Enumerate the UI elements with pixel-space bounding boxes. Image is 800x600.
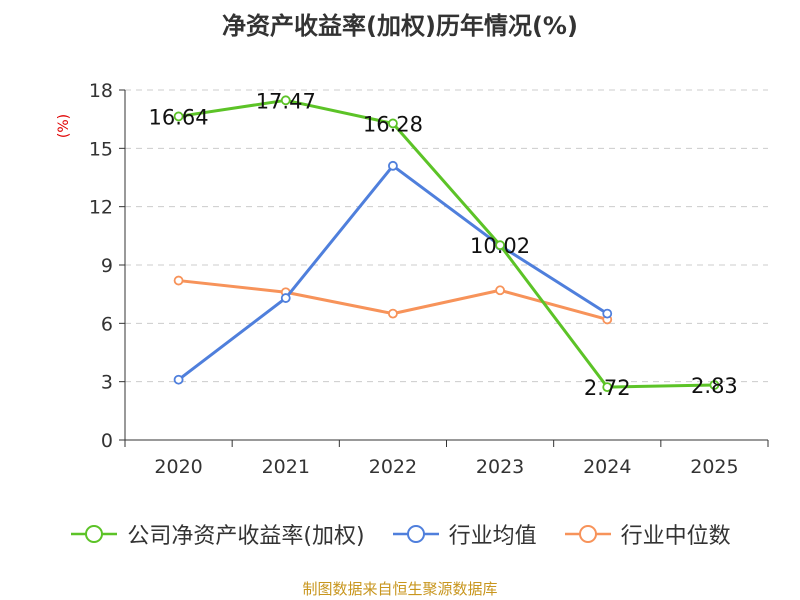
data-label: 2.72 xyxy=(584,376,631,400)
legend-item[interactable]: 公司净资产收益率(加权) xyxy=(69,518,365,550)
data-point[interactable] xyxy=(495,240,505,251)
data-point[interactable] xyxy=(709,380,720,390)
data-point[interactable] xyxy=(388,308,398,319)
data-point[interactable] xyxy=(280,95,291,106)
series-line xyxy=(177,164,609,381)
legend-label: 公司净资产收益率(加权) xyxy=(127,524,365,549)
data-point[interactable] xyxy=(173,275,184,286)
legend-line-icon xyxy=(564,525,611,543)
x-tick-label: 2020 xyxy=(154,456,202,478)
source-note: 制图数据来自恒生聚源数据库 xyxy=(302,580,498,598)
legend: 公司净资产收益率(加权) 行业均值 行业中位数 xyxy=(0,518,800,550)
x-tick-label: 2025 xyxy=(690,456,738,478)
y-tick-label: 0 xyxy=(101,430,113,452)
y-tick-label: 12 xyxy=(89,197,113,219)
legend-label: 行业中位数 xyxy=(620,524,731,549)
legend-item[interactable]: 行业中位数 xyxy=(563,518,731,550)
chart-title: 净资产收益率(加权)历年情况(%) xyxy=(222,12,578,40)
y-tick-label: 3 xyxy=(101,372,113,394)
data-label: 16.28 xyxy=(363,112,423,136)
data-point[interactable] xyxy=(173,374,184,385)
data-point[interactable] xyxy=(495,285,505,296)
x-tick-label: 2022 xyxy=(369,456,417,478)
y-tick-label: 18 xyxy=(89,80,113,102)
y-tick-label: 15 xyxy=(89,138,113,160)
legend-line-icon xyxy=(392,525,439,543)
data-point[interactable] xyxy=(388,160,398,171)
legend-marker xyxy=(578,525,597,543)
legend-line-icon xyxy=(71,525,118,543)
data-label: 16.64 xyxy=(149,105,209,129)
y-tick-label: 9 xyxy=(101,255,113,277)
x-tick-label: 2023 xyxy=(476,456,524,478)
data-point[interactable] xyxy=(602,382,613,393)
data-point[interactable] xyxy=(280,293,291,303)
legend-label: 行业均值 xyxy=(448,524,537,549)
data-point[interactable] xyxy=(388,118,398,129)
data-label: 10.02 xyxy=(470,234,530,258)
x-tick-label: 2024 xyxy=(583,456,631,478)
data-label: 2.83 xyxy=(691,374,738,398)
series-line xyxy=(178,98,715,389)
y-tick-label: 6 xyxy=(101,313,113,335)
y-axis-label: (%) xyxy=(56,114,72,138)
data-point[interactable] xyxy=(173,111,184,122)
x-tick-label: 2021 xyxy=(262,456,310,478)
data-label: 17.47 xyxy=(256,89,316,113)
legend-item[interactable]: 行业均值 xyxy=(391,518,537,550)
legend-marker xyxy=(85,525,104,543)
legend-marker xyxy=(406,525,425,543)
data-point[interactable] xyxy=(602,308,613,319)
